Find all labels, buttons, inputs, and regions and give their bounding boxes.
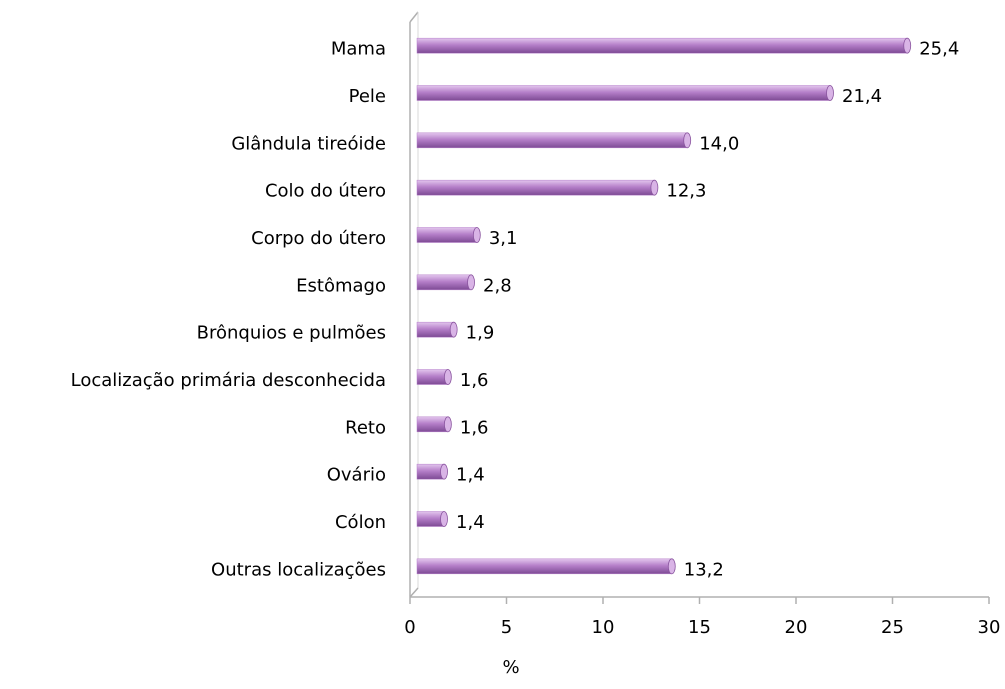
bar-body	[416, 511, 445, 527]
bar-cap	[683, 132, 692, 149]
bar-cap	[440, 511, 448, 527]
bar	[416, 321, 458, 338]
bar-cap	[443, 369, 452, 385]
bar	[416, 37, 912, 54]
bar-body	[416, 416, 449, 433]
y-tick-label: Outras localizações	[211, 559, 386, 580]
data-label: 2,8	[483, 275, 512, 296]
y-tick-label: Cólon	[335, 512, 386, 533]
y-tick-label: Reto	[345, 417, 386, 438]
data-label: 1,9	[466, 323, 495, 344]
data-label: 12,3	[666, 181, 706, 202]
bar-body	[416, 132, 688, 149]
bar-body	[416, 227, 478, 243]
bar-body	[416, 369, 449, 385]
x-tick-label: 20	[785, 617, 808, 638]
data-label: 1,4	[456, 512, 485, 533]
bar-body	[416, 321, 454, 338]
floor-edge	[409, 587, 419, 598]
bar-body	[416, 274, 472, 291]
bar	[416, 369, 452, 385]
bar-cap	[667, 558, 676, 575]
bar	[416, 274, 475, 291]
y-tick-label: Estômago	[296, 275, 386, 296]
bar-body	[416, 85, 831, 101]
x-tick-label: 30	[978, 617, 1001, 638]
bar	[416, 179, 659, 196]
bar-cap	[472, 227, 481, 243]
bar-cap	[449, 321, 458, 338]
data-label: 13,2	[684, 559, 724, 580]
bar	[416, 558, 676, 575]
bar	[416, 85, 834, 101]
bar-cap	[826, 85, 834, 101]
y-tick-label: Glândula tireóide	[231, 133, 386, 154]
y-tick-label: Ovário	[327, 465, 386, 486]
bar-body	[416, 558, 673, 575]
y-tick-label: Colo do útero	[265, 181, 386, 202]
data-label: 3,1	[489, 228, 518, 249]
bar	[416, 132, 692, 149]
bar	[416, 227, 481, 243]
data-label: 1,6	[460, 370, 489, 391]
bar-cap	[903, 37, 912, 54]
bar	[416, 511, 448, 527]
x-tick-label: 25	[881, 617, 904, 638]
data-label: 14,0	[699, 133, 739, 154]
data-label: 21,4	[842, 86, 882, 107]
bar	[416, 463, 448, 480]
x-axis-label: %	[502, 657, 519, 678]
y-tick-label: Brônquios e pulmões	[197, 323, 386, 344]
y-tick-label: Corpo do útero	[251, 228, 386, 249]
y-tick-label: Localização primária desconhecida	[71, 370, 386, 391]
y-tick-label: Mama	[331, 39, 386, 60]
bar	[416, 416, 452, 433]
bar-body	[416, 37, 908, 54]
bar-body	[416, 179, 655, 196]
bar-cap	[443, 416, 452, 433]
y-tick-label: Pele	[349, 86, 386, 107]
bar-cap	[467, 274, 475, 291]
bar-cap	[650, 179, 659, 196]
x-tick-label: 0	[404, 617, 415, 638]
data-label: 25,4	[919, 39, 959, 60]
data-label: 1,4	[456, 465, 485, 486]
bar-body	[416, 463, 445, 480]
x-tick-label: 15	[688, 617, 711, 638]
wall-edge	[409, 11, 419, 23]
bar-cap	[440, 463, 448, 480]
data-label: 1,6	[460, 417, 489, 438]
x-tick-label: 10	[592, 617, 615, 638]
x-tick-label: 5	[501, 617, 512, 638]
